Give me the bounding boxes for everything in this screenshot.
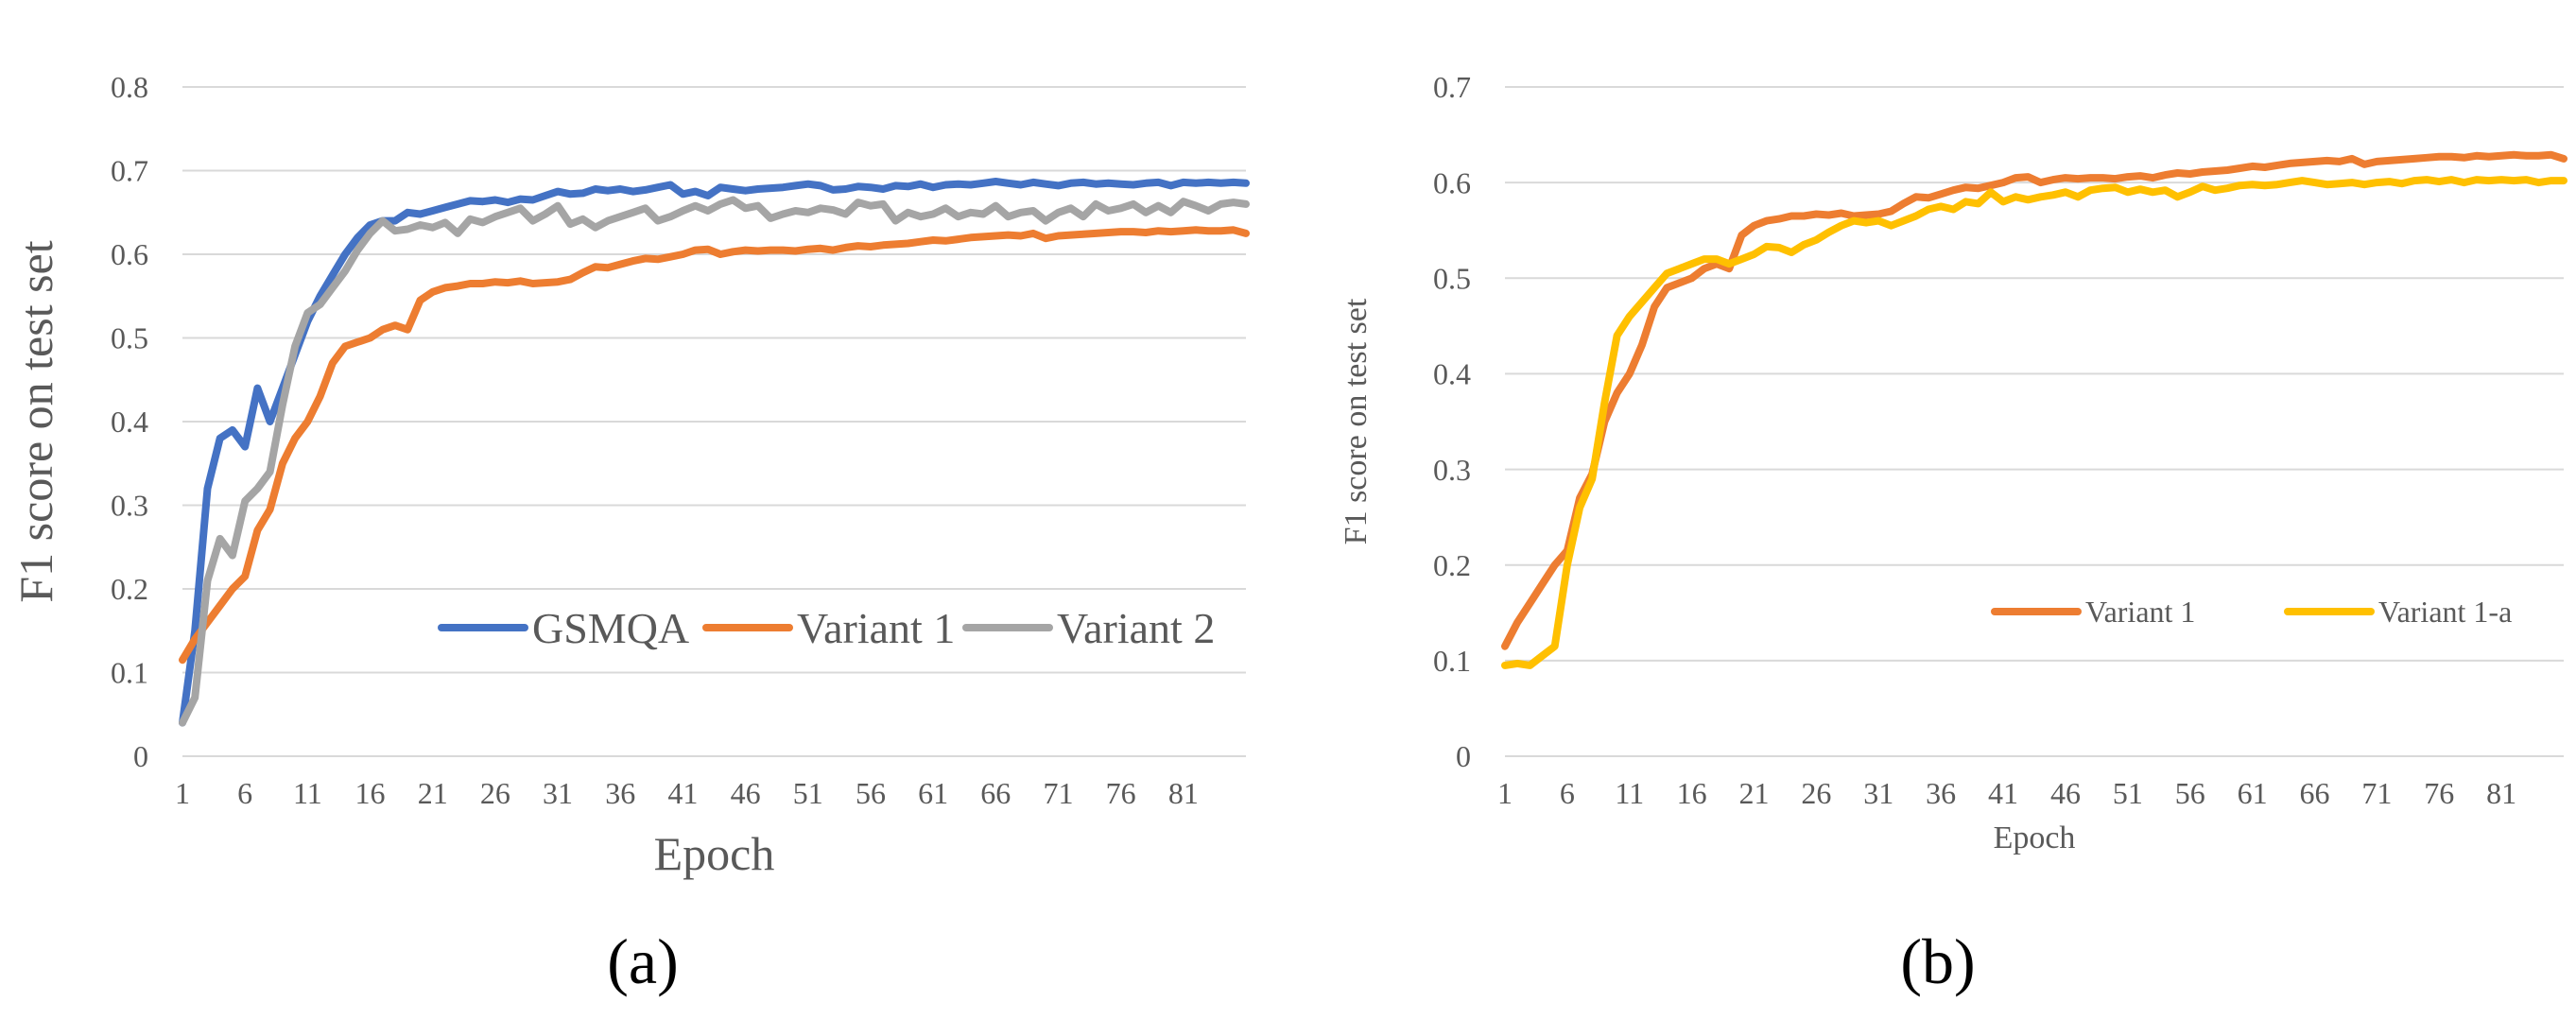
chart-a-x-tick-label: 81	[1168, 776, 1199, 810]
chart-a-x-tick-label: 16	[355, 776, 386, 810]
chart-a-y-tick-label: 0.8	[111, 70, 148, 104]
chart-a-x-tick-label: 56	[856, 776, 886, 810]
chart-b-x-tick-label: 81	[2486, 776, 2516, 810]
chart-b-x-tick-label: 21	[1739, 776, 1770, 810]
chart-b-x-tick-label: 76	[2424, 776, 2454, 810]
chart-a-series-line-variant-2	[179, 196, 1250, 727]
panel-label-b: (b)	[1900, 925, 1975, 997]
chart-b-legend-label: Variant 1-a	[2378, 595, 2512, 629]
chart-b-y-tick-label: 0.7	[1433, 70, 1471, 104]
chart-a-x-tick-label: 36	[605, 776, 635, 810]
chart-a-series-line-variant-1	[179, 226, 1250, 665]
chart-a-y-tick-label: 0.6	[111, 237, 148, 271]
chart-a-y-axis-label: F1 score on test set	[9, 240, 62, 602]
chart-b-x-tick-label: 16	[1677, 776, 1707, 810]
chart-b-series-line-variant-1-a	[1501, 176, 2567, 669]
chart-b-y-tick-label: 0.6	[1433, 165, 1471, 199]
chart-a-x-tick-label: 6	[237, 776, 252, 810]
chart-b-x-tick-label: 56	[2175, 776, 2205, 810]
chart-b: 00.10.20.30.40.50.60.71 6 11 16 21 26 31 36 41 46…	[1339, 70, 2567, 855]
chart-b-legend-label: Variant 1	[2085, 595, 2195, 629]
chart-b-y-tick-label: 0.5	[1433, 261, 1471, 295]
chart-b-x-tick-label: 71	[2361, 776, 2392, 810]
chart-b-y-tick-label: 0	[1456, 739, 1471, 773]
chart-b-y-axis-label: F1 score on test set	[1339, 298, 1374, 544]
chart-b-y-tick-label: 0.3	[1433, 453, 1471, 487]
chart-b-y-tick-label: 0.1	[1433, 644, 1471, 678]
chart-b-x-tick-label: 41	[1988, 776, 2018, 810]
chart-a-x-tick-label: 66	[980, 776, 1011, 810]
chart-b-y-tick-label: 0.2	[1433, 548, 1471, 582]
chart-a-y-tick-label: 0.5	[111, 321, 148, 355]
chart-a-x-tick-label: 71	[1043, 776, 1073, 810]
chart-b-series-line-variant-1	[1501, 150, 2567, 650]
chart-a-x-axis-label: Epoch	[654, 827, 775, 880]
chart-a-x-tick-label: 51	[793, 776, 823, 810]
chart-b-x-tick-label: 1	[1497, 776, 1513, 810]
chart-b-x-tick-label: 61	[2238, 776, 2268, 810]
chart-a-y-tick-label: 0.1	[111, 656, 148, 690]
chart-b-x-tick-label: 26	[1801, 776, 1831, 810]
chart-a-y-tick-label: 0.4	[111, 405, 148, 439]
chart-a-x-tick-label: 11	[293, 776, 322, 810]
chart-a-x-tick-label: 61	[918, 776, 948, 810]
chart-a-y-tick-label: 0.3	[111, 489, 148, 523]
chart-a-x-tick-label: 41	[667, 776, 698, 810]
panel-label-a: (a)	[607, 925, 678, 997]
chart-a-x-tick-label: 21	[418, 776, 448, 810]
chart-a-y-tick-label: 0	[133, 739, 148, 773]
chart-b-x-tick-label: 51	[2113, 776, 2143, 810]
chart-a-legend-label: GSMQA	[532, 604, 689, 652]
chart-b-x-tick-label: 6	[1560, 776, 1575, 810]
chart-b-x-tick-label: 66	[2299, 776, 2329, 810]
chart-b-x-tick-label: 11	[1615, 776, 1644, 810]
chart-a-x-tick-label: 76	[1106, 776, 1136, 810]
chart-a-y-tick-label: 0.7	[111, 154, 148, 188]
chart-b-x-tick-label: 31	[1863, 776, 1893, 810]
chart-a-legend-label: Variant 2	[1057, 604, 1215, 652]
chart-b-x-tick-label: 36	[1926, 776, 1956, 810]
chart-a-x-tick-label: 1	[175, 776, 190, 810]
chart-a-x-tick-label: 31	[543, 776, 573, 810]
chart-b-y-tick-label: 0.4	[1433, 357, 1471, 391]
chart-a-x-tick-label: 46	[731, 776, 761, 810]
chart-b-x-tick-label: 46	[2050, 776, 2081, 810]
chart-a-legend-label: Variant 1	[797, 604, 955, 652]
chart-a-x-tick-label: 26	[480, 776, 510, 810]
chart-a-series-line-gsmqa	[179, 178, 1250, 727]
chart-b-x-axis-label: Epoch	[1994, 820, 2076, 855]
chart-a: 00.10.20.30.40.50.60.70.81 6 11 16 21 26 31 36 4…	[9, 70, 1250, 880]
chart-a-y-tick-label: 0.2	[111, 572, 148, 606]
